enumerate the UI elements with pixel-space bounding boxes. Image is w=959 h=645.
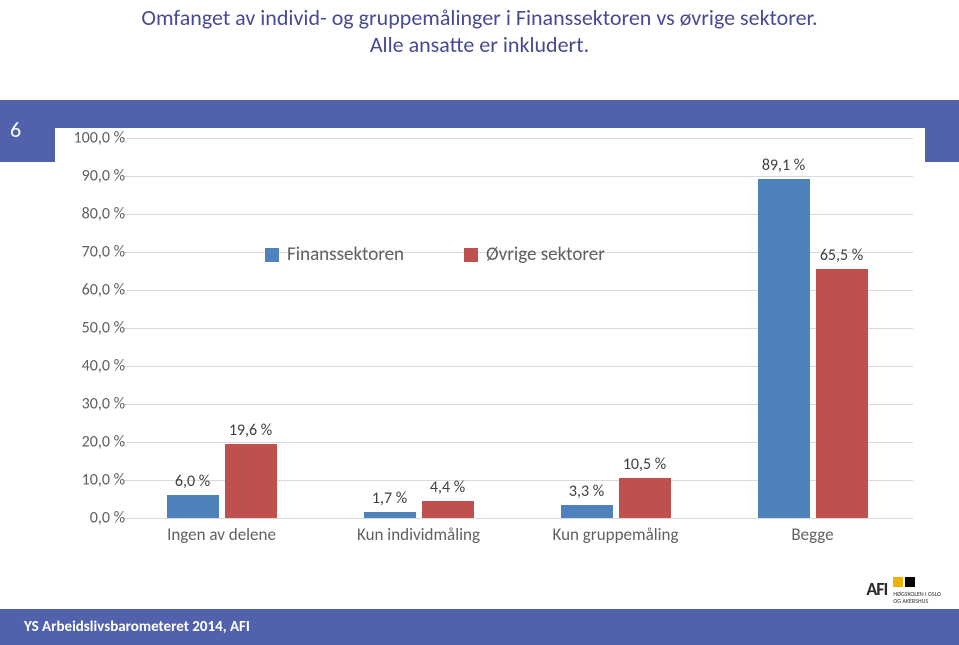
hioa-logo: HØGSKOLEN I OSLO OG AKERSHUS — [893, 572, 941, 605]
legend-item: Finanssektoren — [265, 243, 404, 266]
x-axis-label: Kun individmåling — [320, 524, 517, 545]
y-tick-label: 40,0 % — [65, 357, 125, 376]
chart-area: 6,0 %19,6 %1,7 %4,4 %3,3 %10,5 %89,1 %65… — [55, 128, 925, 558]
bar — [364, 512, 416, 518]
bar-value-label: 19,6 % — [211, 421, 291, 440]
y-tick-label: 60,0 % — [65, 281, 125, 300]
bar — [758, 179, 810, 518]
grid-line — [123, 176, 913, 177]
y-tick-label: 70,0 % — [65, 243, 125, 262]
footer-text: YS Arbeidslivsbarometeret 2014, AFI — [24, 618, 250, 636]
afi-logo-text: AFI — [866, 578, 887, 600]
plot: 6,0 %19,6 %1,7 %4,4 %3,3 %10,5 %89,1 %65… — [123, 138, 913, 518]
grid-line — [123, 518, 913, 519]
legend-label: Øvrige sektorer — [486, 243, 605, 266]
logo-square-black — [905, 577, 915, 587]
bar-value-label: 6,0 % — [153, 472, 233, 491]
page-number: 6 — [10, 116, 21, 143]
legend-swatch — [464, 248, 478, 262]
bar-value-label: 65,5 % — [802, 246, 882, 265]
y-tick-label: 100,0 % — [65, 129, 125, 148]
y-tick-label: 80,0 % — [65, 205, 125, 224]
legend: Finanssektoren Øvrige sektorer — [265, 243, 605, 266]
title-line2: Alle ansatte er inkludert. — [0, 31, 959, 58]
bar — [816, 269, 868, 518]
legend-item: Øvrige sektorer — [464, 243, 605, 266]
bar — [619, 478, 671, 518]
legend-swatch — [265, 248, 279, 262]
y-tick-label: 50,0 % — [65, 319, 125, 338]
y-tick-label: 30,0 % — [65, 395, 125, 414]
y-tick-label: 20,0 % — [65, 433, 125, 452]
y-tick-label: 0,0 % — [65, 509, 125, 528]
bar-value-label: 4,4 % — [408, 478, 488, 497]
x-axis-label: Ingen av delene — [123, 524, 320, 545]
bar — [422, 501, 474, 518]
footer-bar: YS Arbeidslivsbarometeret 2014, AFI — [0, 609, 959, 645]
hioa-line2: OG AKERSHUS — [893, 598, 941, 605]
grid-line — [123, 138, 913, 139]
title-block: Omfanget av individ- og gruppemålinger i… — [0, 0, 959, 58]
x-axis-label: Begge — [714, 524, 911, 545]
title-line1: Omfanget av individ- og gruppemålinger i… — [0, 4, 959, 31]
slide: Omfanget av individ- og gruppemålinger i… — [0, 0, 959, 645]
bar — [167, 495, 219, 518]
bar-value-label: 89,1 % — [744, 156, 824, 175]
y-tick-label: 90,0 % — [65, 167, 125, 186]
bar — [561, 505, 613, 518]
bar-value-label: 10,5 % — [605, 455, 685, 474]
bar — [225, 444, 277, 518]
logo-block: AFI HØGSKOLEN I OSLO OG AKERSHUS — [866, 572, 941, 605]
logo-square-yellow — [893, 577, 903, 587]
bar-value-label: 3,3 % — [547, 482, 627, 501]
x-axis-label: Kun gruppemåling — [517, 524, 714, 545]
y-tick-label: 10,0 % — [65, 471, 125, 490]
legend-label: Finanssektoren — [287, 243, 404, 266]
